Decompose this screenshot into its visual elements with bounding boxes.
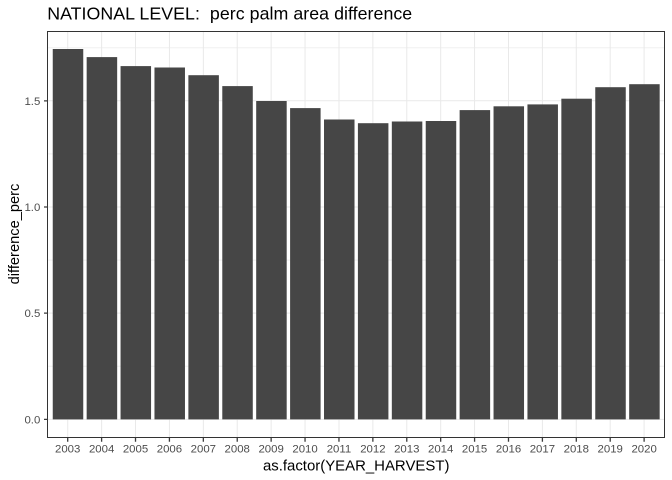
svg-text:2006: 2006 (157, 443, 182, 455)
svg-text:2010: 2010 (292, 443, 317, 455)
svg-text:2007: 2007 (191, 443, 216, 455)
svg-text:NATIONAL LEVEL: perc palm are: NATIONAL LEVEL: perc palm area differenc… (47, 4, 412, 24)
svg-text:2016: 2016 (496, 443, 521, 455)
svg-text:2015: 2015 (462, 443, 487, 455)
svg-text:1.5: 1.5 (24, 96, 40, 108)
svg-text:2012: 2012 (360, 443, 385, 455)
svg-text:as.factor(YEAR_HARVEST): as.factor(YEAR_HARVEST) (263, 457, 450, 474)
svg-text:2013: 2013 (394, 443, 419, 455)
svg-text:2017: 2017 (530, 443, 555, 455)
svg-text:2014: 2014 (428, 443, 453, 455)
svg-text:2009: 2009 (258, 443, 283, 455)
svg-text:2005: 2005 (123, 443, 148, 455)
svg-text:2011: 2011 (327, 443, 352, 455)
svg-text:difference_perc: difference_perc (7, 184, 23, 285)
svg-text:1.0: 1.0 (24, 202, 40, 214)
svg-text:2020: 2020 (631, 443, 656, 455)
svg-text:0.0: 0.0 (24, 415, 40, 427)
svg-text:2019: 2019 (598, 443, 623, 455)
svg-text:2003: 2003 (55, 443, 80, 455)
svg-text:2018: 2018 (564, 443, 589, 455)
svg-text:2004: 2004 (89, 443, 114, 455)
svg-text:0.5: 0.5 (24, 308, 40, 320)
svg-text:2008: 2008 (225, 443, 250, 455)
